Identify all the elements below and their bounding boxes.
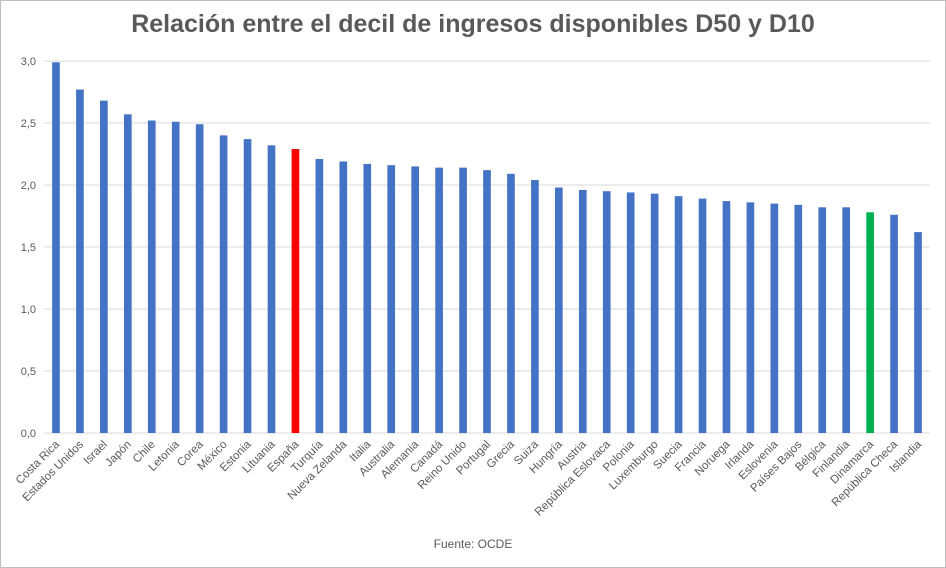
bar — [267, 145, 276, 433]
y-tick-label: 0,0 — [21, 428, 36, 440]
bar — [818, 207, 827, 433]
bar — [363, 163, 372, 434]
bar — [842, 207, 851, 433]
bar — [890, 214, 898, 433]
x-tick-label: Grecia — [485, 438, 518, 471]
bar — [602, 191, 611, 433]
bar — [52, 62, 60, 434]
bar — [674, 196, 683, 433]
bar — [770, 203, 779, 433]
bar — [339, 161, 348, 433]
bar — [483, 170, 491, 433]
bar — [531, 180, 539, 433]
bar — [243, 139, 252, 433]
y-tick-label: 1,5 — [21, 242, 36, 254]
bar — [387, 165, 396, 433]
y-tick-label: 2,5 — [21, 118, 36, 130]
bar — [914, 232, 922, 433]
bar — [866, 212, 874, 433]
bar — [171, 121, 180, 433]
y-tick-label: 3,0 — [21, 56, 36, 68]
x-tick-label: Japón — [103, 439, 134, 470]
bar — [123, 114, 132, 433]
y-tick-label: 1,0 — [21, 304, 36, 316]
bar — [626, 192, 635, 433]
chart-title: Relación entre el decil de ingresos disp… — [131, 10, 815, 38]
bar — [722, 201, 731, 433]
bar — [76, 89, 84, 434]
bar — [746, 202, 755, 433]
bar — [411, 166, 419, 433]
bar — [555, 187, 563, 433]
y-axis: 0,0 0,5 1,0 1,5 2,0 2,5 3,0 — [21, 56, 36, 440]
bar — [315, 158, 324, 433]
y-tick-label: 0,5 — [21, 366, 36, 378]
bar — [698, 198, 707, 433]
bar — [507, 173, 515, 433]
bars — [52, 62, 922, 434]
source-note: Fuente: OCDE — [433, 537, 513, 551]
bar — [291, 149, 300, 434]
bar — [195, 124, 204, 434]
y-tick-label: 2,0 — [21, 180, 36, 192]
bar — [435, 167, 443, 433]
bar — [459, 167, 467, 433]
bar — [794, 204, 803, 433]
bar — [219, 135, 228, 433]
bar — [147, 120, 156, 434]
bar — [100, 100, 108, 434]
bar — [578, 189, 587, 433]
bar — [650, 193, 659, 433]
